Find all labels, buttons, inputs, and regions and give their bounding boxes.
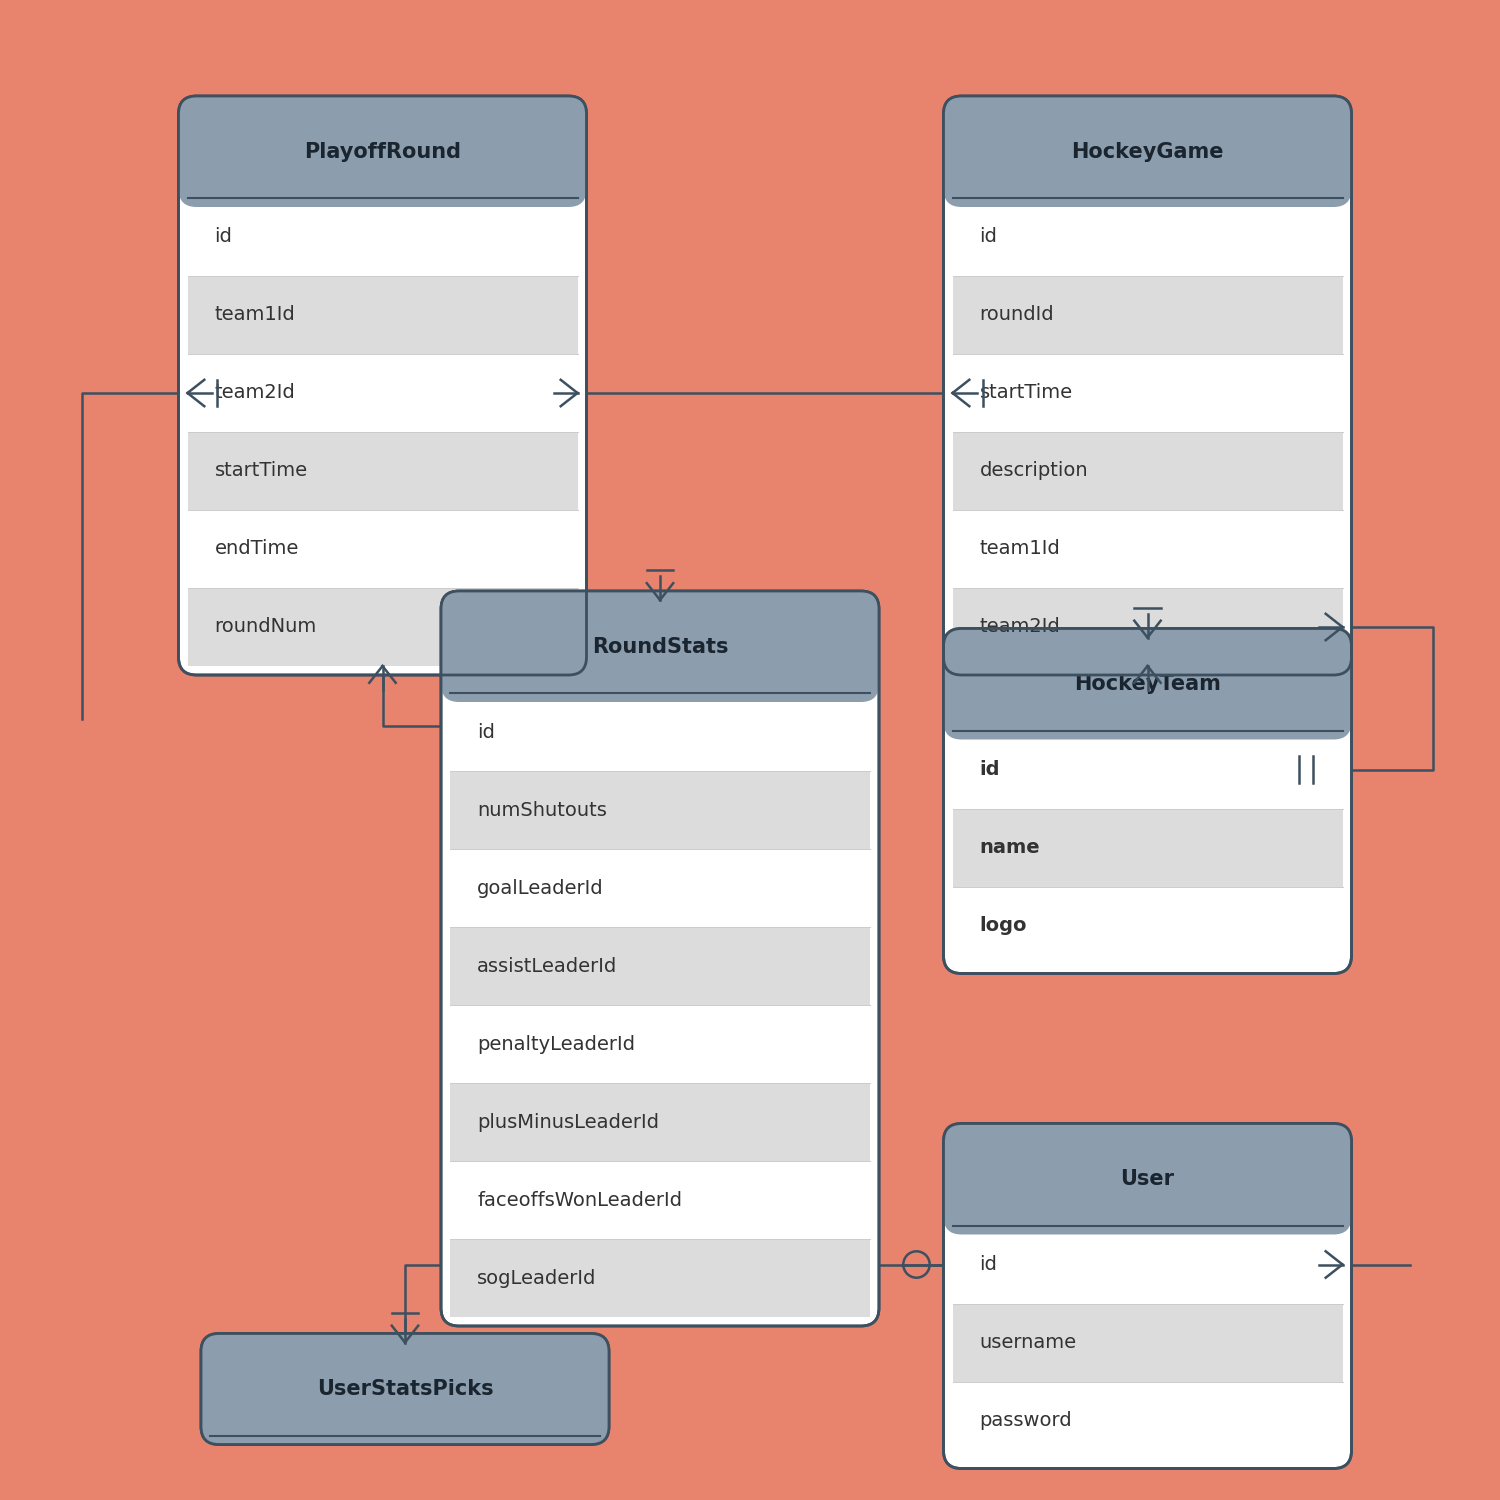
Bar [188,198,578,276]
Bar [952,1188,1342,1225]
Text: assistLeaderId: assistLeaderId [477,957,618,975]
Bar [450,1083,870,1161]
Text: User: User [1120,1168,1174,1190]
Bar [210,1398,600,1435]
FancyBboxPatch shape [441,591,879,702]
Text: logo: logo [980,916,1028,934]
Bar [450,1005,870,1083]
Text: id: id [214,228,232,246]
Bar [952,693,1342,730]
Bar [952,276,1342,354]
Bar [952,808,1342,886]
Bar [952,730,1342,809]
Bar [450,771,870,849]
Bar [952,510,1342,588]
Bar [952,886,1342,965]
FancyBboxPatch shape [441,591,879,1326]
FancyBboxPatch shape [944,628,1352,740]
FancyBboxPatch shape [178,96,586,675]
Bar [952,1382,1342,1460]
Bar [450,656,870,693]
Text: UserStatsPicks: UserStatsPicks [316,1378,494,1400]
Bar [188,510,578,588]
Text: id: id [477,723,495,741]
Text: id: id [980,228,998,246]
Text: username: username [980,1334,1077,1352]
Text: id: id [980,760,1000,778]
Text: penaltyLeaderId: penaltyLeaderId [477,1035,634,1053]
Text: plusMinusLeaderId: plusMinusLeaderId [477,1113,658,1131]
Bar [450,1161,870,1239]
Bar [188,276,578,354]
Text: team1Id: team1Id [214,306,296,324]
Text: RoundStats: RoundStats [591,636,729,657]
Bar [450,1239,870,1317]
Text: HockeyGame: HockeyGame [1071,141,1224,162]
Text: endTime: endTime [214,540,298,558]
Bar [952,198,1342,276]
Text: team1Id: team1Id [980,540,1060,558]
Text: startTime: startTime [980,384,1072,402]
Bar [952,432,1342,510]
Bar [952,160,1342,198]
FancyBboxPatch shape [944,96,1352,675]
Text: PlayoffRound: PlayoffRound [304,141,460,162]
Text: sogLeaderId: sogLeaderId [477,1269,597,1287]
Text: id: id [980,1256,998,1274]
FancyBboxPatch shape [178,96,586,207]
Bar [450,849,870,927]
Text: team2Id: team2Id [214,384,296,402]
Text: goalLeaderId: goalLeaderId [477,879,603,897]
FancyBboxPatch shape [201,1334,609,1444]
Bar [952,1304,1342,1382]
Text: faceoffsWonLeaderId: faceoffsWonLeaderId [477,1191,682,1209]
Text: password: password [980,1412,1072,1430]
Text: HockeyTeam: HockeyTeam [1074,674,1221,694]
Text: name: name [980,839,1040,856]
Bar [450,927,870,1005]
FancyBboxPatch shape [201,1334,609,1444]
Text: roundId: roundId [980,306,1054,324]
Text: description: description [980,462,1088,480]
Bar [450,693,870,771]
Bar [188,160,578,198]
FancyBboxPatch shape [944,96,1352,207]
Bar [188,588,578,666]
Bar [188,354,578,432]
Text: roundNum: roundNum [214,618,316,636]
FancyBboxPatch shape [944,628,1352,974]
Text: startTime: startTime [214,462,308,480]
Bar [952,1226,1342,1304]
FancyBboxPatch shape [944,1124,1352,1234]
Text: team2Id: team2Id [980,618,1060,636]
Bar [952,588,1342,666]
Bar [952,354,1342,432]
Text: numShutouts: numShutouts [477,801,608,819]
Bar [188,432,578,510]
FancyBboxPatch shape [944,1124,1352,1468]
